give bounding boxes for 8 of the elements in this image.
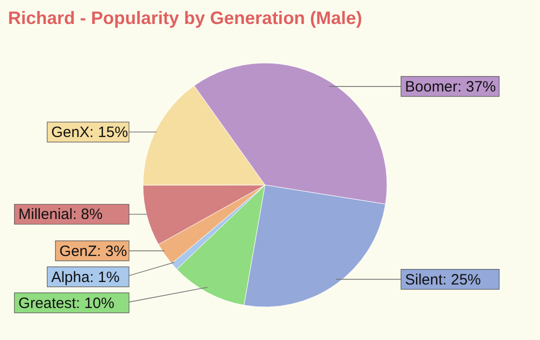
slice-label: GenX: 15% (51, 124, 128, 142)
slice-label: Alpha: 1% (51, 268, 120, 286)
slice-label: Millenial: 8% (18, 206, 103, 224)
slice-label: Silent: 25% (405, 271, 481, 288)
chart-title: Richard - Popularity by Generation (Male) (8, 8, 362, 28)
slice-label: Greatest: 10% (18, 294, 114, 312)
slice-label: GenZ: 3% (59, 242, 127, 260)
slice-label: Boomer: 37% (405, 78, 496, 96)
